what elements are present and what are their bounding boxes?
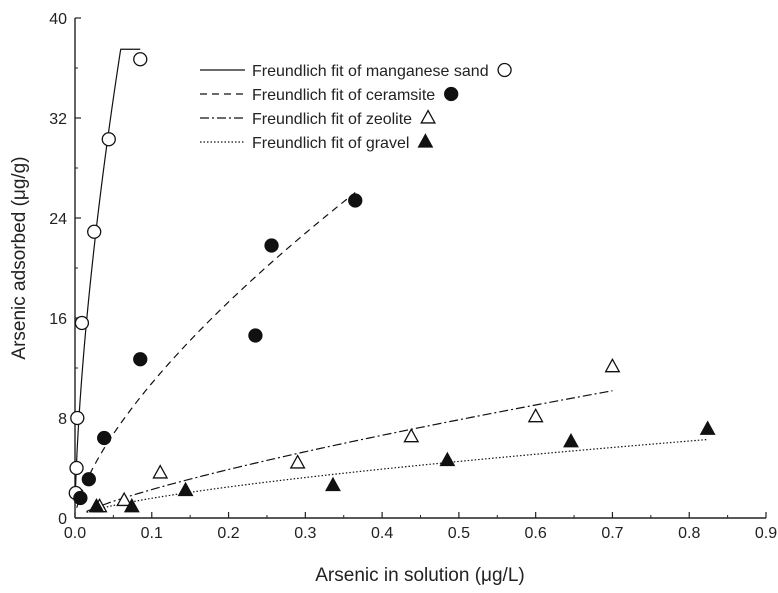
legend-marker-1 — [497, 62, 512, 78]
x-tick-label: 0.2 — [217, 525, 239, 542]
y-tick-label: 24 — [49, 211, 67, 228]
legend-marker-3 — [420, 109, 437, 124]
data-point-series-2 — [97, 430, 112, 446]
legend-label-2: Freundlich fit of ceramsite — [252, 87, 435, 104]
data-point-series-3 — [116, 491, 133, 507]
x-tick-label: 0.8 — [678, 525, 700, 542]
fit-line-series-2 — [76, 192, 356, 508]
x-tick-label: 0.7 — [601, 525, 623, 542]
data-point-series-4 — [177, 481, 194, 497]
y-tick-label: 8 — [58, 411, 67, 428]
data-point-series-3 — [403, 427, 420, 443]
legend-label-1: Freundlich fit of manganese sand — [252, 63, 489, 80]
data-point-series-4 — [699, 420, 716, 435]
data-point-series-4 — [88, 497, 105, 513]
legend-marker-2 — [444, 86, 459, 102]
data-point-series-1 — [133, 52, 148, 67]
legend-label-3: Freundlich fit of zeolite — [252, 111, 412, 128]
x-axis-title: Arsenic in solution (μg/L) — [315, 565, 524, 586]
data-point-series-3 — [289, 454, 306, 469]
data-point-series-1 — [87, 224, 102, 239]
x-tick-label: 0.0 — [64, 525, 86, 542]
y-tick-label: 0 — [58, 511, 67, 528]
data-point-series-2 — [264, 238, 279, 253]
x-tick-label: 0.6 — [525, 525, 547, 542]
data-point-series-1 — [69, 460, 84, 476]
x-tick-label: 0.3 — [294, 525, 316, 542]
data-point-series-2 — [248, 328, 263, 343]
y-axis-title: Arsenic adsorbed (μg/g) — [9, 156, 30, 359]
x-tick-label: 0.4 — [371, 525, 393, 542]
x-tick-label: 0.9 — [755, 525, 777, 542]
data-point-series-1 — [74, 315, 90, 331]
fit-line-series-3 — [86, 390, 613, 512]
data-point-series-1 — [70, 410, 85, 426]
data-point-series-3 — [527, 407, 544, 423]
data-point-series-2 — [133, 352, 148, 367]
x-tick-label: 0.1 — [141, 525, 163, 542]
legend-label-4: Freundlich fit of gravel — [252, 135, 409, 152]
legend-marker-4 — [417, 133, 434, 148]
y-tick-label: 32 — [49, 111, 67, 128]
y-tick-label: 16 — [49, 311, 67, 328]
x-tick-label: 0.5 — [448, 525, 470, 542]
y-tick-label: 40 — [49, 11, 67, 28]
data-point-series-3 — [604, 357, 621, 373]
data-point-series-1 — [101, 132, 116, 147]
data-point-series-4 — [563, 432, 579, 448]
data-point-series-4 — [325, 476, 341, 492]
data-point-series-2 — [348, 193, 363, 208]
data-point-series-3 — [152, 464, 169, 479]
data-point-series-2 — [73, 490, 88, 506]
data-point-series-2 — [81, 472, 96, 487]
data-point-series-4 — [123, 497, 140, 513]
data-point-series-4 — [439, 451, 456, 467]
